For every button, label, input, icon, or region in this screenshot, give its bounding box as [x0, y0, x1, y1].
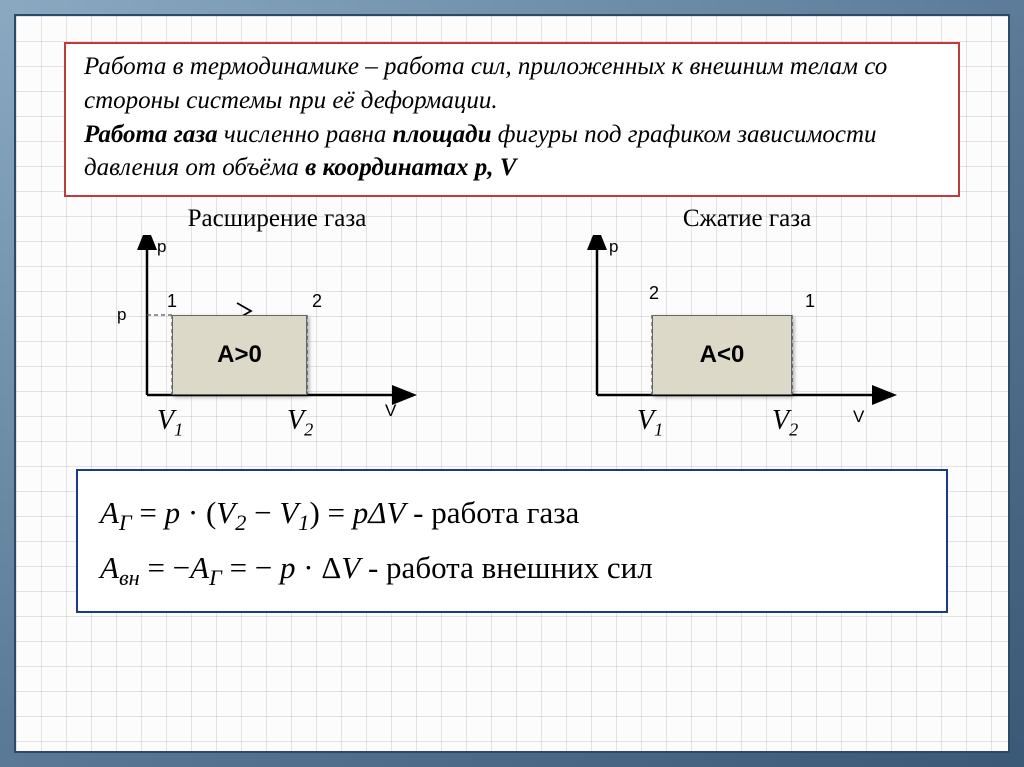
compression-v2-label: V2 [772, 405, 798, 441]
formula-box: AГ = p · (V2 − V1) = pΔV - работа газа A… [76, 469, 948, 613]
compression-point-2: 2 [649, 283, 659, 304]
compression-v1-label: V1 [637, 405, 663, 441]
definition-bold2: площади [393, 121, 492, 148]
definition-mid: численно равна [218, 121, 393, 148]
expansion-area-label: A>0 [217, 341, 262, 369]
compression-plot: A<0 p V 2 1 V1 V2 [557, 235, 937, 455]
expansion-title: Расширение газа [87, 205, 467, 233]
whiteboard-frame: Работа в термодинамике – работа сил, при… [0, 0, 1024, 767]
expansion-x-axis-label: V [385, 401, 396, 421]
compression-x-axis-label: V [853, 407, 864, 427]
expansion-v1-label: V1 [157, 405, 183, 441]
expansion-p-tick: p [117, 305, 126, 325]
definition-bold1: Работа газа [84, 121, 218, 148]
compression-area-box: A<0 [652, 315, 792, 395]
compression-point-1: 1 [805, 291, 815, 312]
formula-line-2: Aвн = −AГ = − p · ΔV - работа внешних си… [100, 542, 924, 597]
definition-box: Работа в термодинамике – работа сил, при… [64, 42, 960, 197]
compression-area-label: A<0 [700, 341, 745, 369]
definition-bold3: в координатах р, V [305, 154, 516, 181]
expansion-v2-label: V2 [287, 405, 313, 441]
expansion-point-2: 2 [312, 291, 322, 312]
expansion-y-axis-label: p [157, 237, 166, 257]
charts-row: Расширение газа [64, 205, 960, 455]
compression-chart: Сжатие газа A<0 [557, 205, 937, 455]
compression-title: Сжатие газа [557, 205, 937, 233]
expansion-chart: Расширение газа [87, 205, 467, 455]
expansion-point-1: 1 [167, 291, 177, 312]
compression-y-axis-label: p [609, 237, 618, 257]
formula-line-1: AГ = p · (V2 − V1) = pΔV - работа газа [100, 487, 924, 542]
content-area: Работа в термодинамике – работа сил, при… [28, 28, 996, 739]
definition-line1: Работа в термодинамике – работа сил, при… [84, 53, 887, 114]
expansion-plot: A>0 p V p 1 2 V1 V2 [87, 235, 467, 455]
expansion-area-box: A>0 [172, 315, 307, 395]
